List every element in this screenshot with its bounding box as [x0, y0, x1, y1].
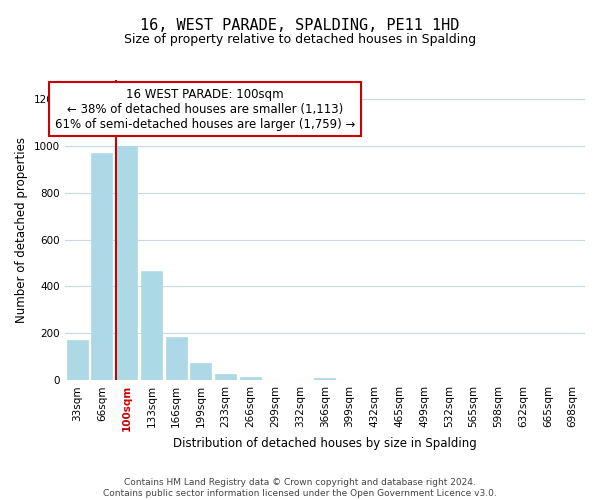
Bar [91, 152, 112, 380]
X-axis label: Distribution of detached houses by size in Spalding: Distribution of detached houses by size … [173, 437, 477, 450]
Bar [67, 340, 88, 380]
Text: 16, WEST PARADE, SPALDING, PE11 1HD: 16, WEST PARADE, SPALDING, PE11 1HD [140, 18, 460, 32]
Bar [141, 271, 162, 380]
Text: Size of property relative to detached houses in Spalding: Size of property relative to detached ho… [124, 32, 476, 46]
Y-axis label: Number of detached properties: Number of detached properties [15, 137, 28, 323]
Bar [190, 362, 211, 380]
Bar [166, 337, 187, 380]
Text: Contains HM Land Registry data © Crown copyright and database right 2024.
Contai: Contains HM Land Registry data © Crown c… [103, 478, 497, 498]
Bar [215, 374, 236, 380]
Bar [116, 146, 137, 380]
Text: 16 WEST PARADE: 100sqm
← 38% of detached houses are smaller (1,113)
61% of semi-: 16 WEST PARADE: 100sqm ← 38% of detached… [55, 88, 355, 130]
Bar [240, 377, 261, 380]
Bar [314, 378, 335, 380]
